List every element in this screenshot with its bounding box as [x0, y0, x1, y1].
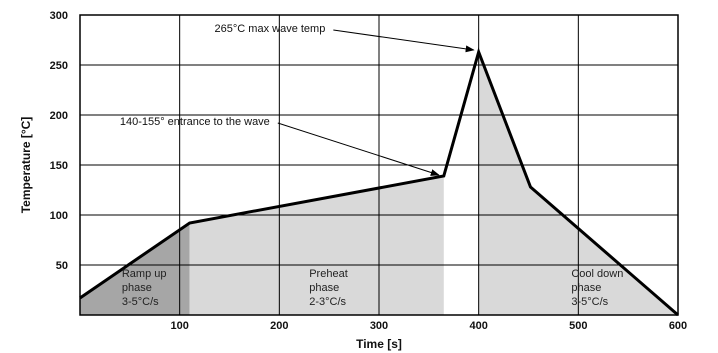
x-tick-label: 400	[469, 320, 487, 332]
x-tick-label: 600	[669, 320, 687, 332]
phase-label: Cool down phase 3-5°C/s	[571, 268, 623, 308]
shaded-region	[80, 223, 190, 315]
y-tick-label: 250	[50, 60, 68, 72]
annotation-arrow	[277, 122, 440, 176]
annotation-arrow	[333, 29, 475, 53]
shaded-region	[189, 176, 444, 315]
y-tick-label: 50	[56, 260, 68, 272]
y-tick-label: 150	[50, 160, 68, 172]
x-tick-label: 200	[270, 320, 288, 332]
temperature-profile-line	[79, 47, 679, 317]
y-tick-label: 100	[50, 210, 68, 222]
x-tick-label: 100	[170, 320, 188, 332]
annotation-label: 265°C max wave temp	[215, 23, 326, 35]
x-tick-label: 500	[569, 320, 587, 332]
x-tick-label: 300	[370, 320, 388, 332]
x-axis-title: Time [s]	[356, 337, 402, 351]
y-tick-label: 200	[50, 110, 68, 122]
y-tick-label: 300	[50, 10, 68, 22]
y-axis-title: Temperature [°C]	[19, 117, 33, 214]
phase-label: Preheat phase 2-3°C/s	[309, 268, 348, 308]
plot-area	[79, 14, 679, 316]
shaded-region	[478, 52, 678, 315]
annotation-label: 140-155° entrance to the wave	[120, 116, 270, 128]
phase-label: Ramp up phase 3-5°C/s	[122, 268, 167, 308]
